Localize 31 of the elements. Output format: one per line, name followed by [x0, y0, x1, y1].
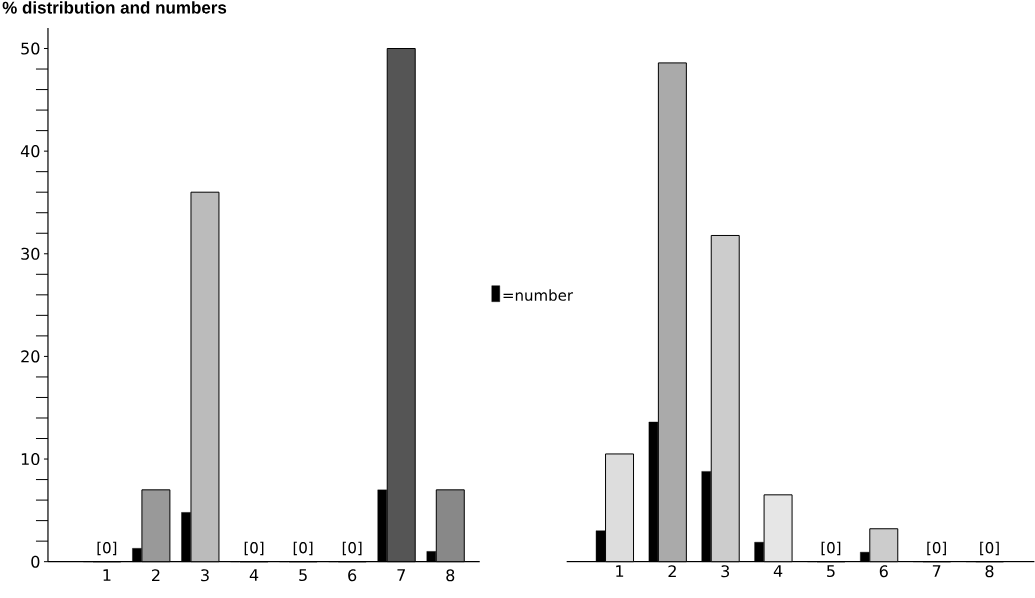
x-tick-label: 6 [879, 565, 888, 578]
annotation: [0] [821, 541, 841, 556]
x-tick-label: 3 [201, 569, 209, 582]
legend-label: =number [503, 289, 574, 302]
x-tick-label: 1 [103, 569, 111, 582]
annotation: [0] [97, 541, 117, 556]
chart-title: % distribution and numbers [2, 1, 227, 14]
x-tick-label: 3 [721, 565, 730, 578]
y-tick-label: 40 [20, 145, 40, 158]
annotation: [0] [244, 541, 264, 556]
x-tick-label: 1 [616, 565, 624, 578]
y-tick-label: 10 [21, 453, 40, 466]
y-tick-label: 30 [21, 247, 40, 260]
x-tick-label: 8 [985, 565, 994, 578]
annotation: [0] [980, 541, 999, 556]
y-tick-label: 20 [21, 350, 40, 363]
x-tick-label: 7 [932, 565, 941, 578]
x-tick-label: 2 [668, 565, 676, 578]
x-tick-label: 4 [773, 565, 783, 578]
y-tick-label: 50 [21, 42, 40, 55]
annotation: [0] [342, 541, 362, 556]
x-tick-label: 2 [152, 569, 160, 582]
x-tick-label: 5 [299, 569, 307, 582]
y-tick-label: 0 [31, 555, 40, 568]
annotation: [0] [927, 541, 946, 556]
annotation: [0] [293, 541, 313, 556]
x-tick-label: 4 [249, 569, 259, 582]
x-tick-label: 5 [827, 565, 835, 578]
x-tick-label: 7 [397, 569, 405, 582]
x-tick-label: 8 [446, 569, 455, 582]
x-tick-label: 6 [348, 569, 357, 582]
